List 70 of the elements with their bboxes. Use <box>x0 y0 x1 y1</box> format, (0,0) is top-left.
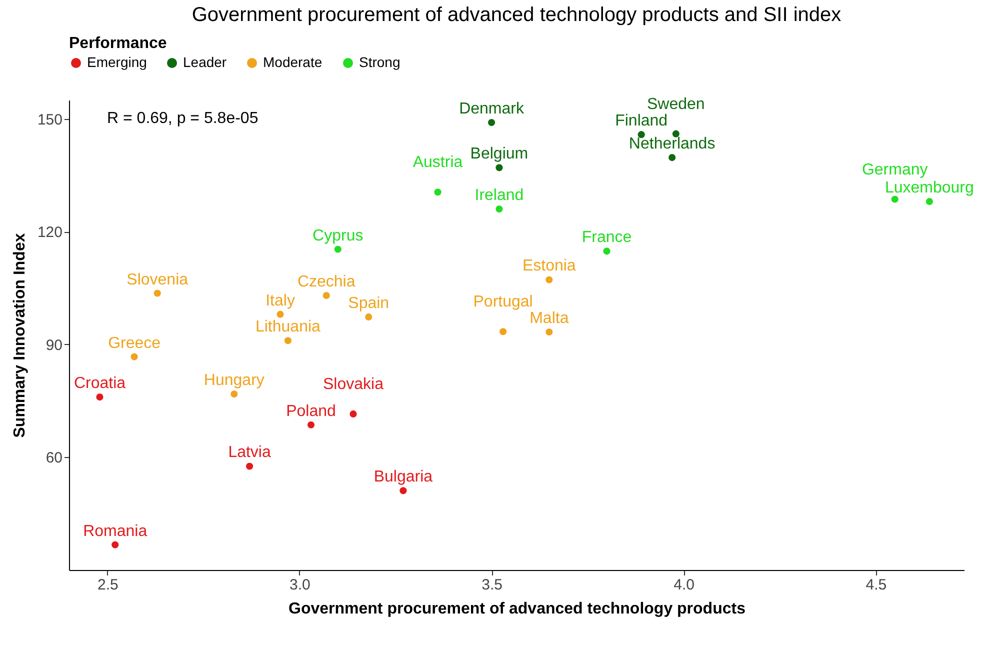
point <box>500 328 507 336</box>
y-axis-title: Summary Innovation Index <box>11 233 28 438</box>
x-tick-label: 2.5 <box>97 576 118 594</box>
annotation: Germany <box>862 161 928 178</box>
annotation: Portugal <box>473 294 533 311</box>
annotation: Ireland <box>474 187 524 204</box>
annotation: Italy <box>266 292 295 310</box>
point <box>322 292 330 300</box>
point <box>307 421 315 428</box>
annotation: Czechia <box>297 274 356 291</box>
point <box>96 394 104 401</box>
point <box>284 337 292 344</box>
annotation: Austria <box>412 154 463 172</box>
annotation: Malta <box>530 310 569 327</box>
point <box>246 462 254 470</box>
legend-label: Moderate <box>263 54 322 70</box>
annotation: France <box>582 229 632 246</box>
point <box>154 290 161 297</box>
y-tick-label: 90 <box>46 336 62 354</box>
y-tick-label: 120 <box>37 224 62 242</box>
annotation: Belgium <box>470 146 528 163</box>
x-tick-label: 3.5 <box>482 576 502 594</box>
point <box>434 188 442 196</box>
point <box>400 487 407 494</box>
point <box>230 390 238 398</box>
annotation: Slovenia <box>126 271 188 288</box>
annotation: Greece <box>108 334 161 352</box>
point <box>488 119 496 126</box>
point <box>668 154 676 162</box>
y-tick-label: 150 <box>37 111 62 128</box>
point <box>350 410 357 418</box>
annotation: Bulgaria <box>374 468 433 486</box>
point <box>130 353 138 360</box>
annotation: R = 0.69, p = 5.8e-05 <box>107 110 258 127</box>
legend-label: Strong <box>359 54 400 70</box>
legend-label: Leader <box>183 54 227 70</box>
annotation: Lithuania <box>255 318 321 336</box>
legend-title: Performance <box>69 35 167 52</box>
annotation: Hungary <box>204 372 264 390</box>
annotation: Cyprus <box>312 227 364 244</box>
annotation: Denmark <box>459 100 525 118</box>
annotation: Netherlands <box>628 136 716 153</box>
point <box>334 246 342 253</box>
annotation: Finland <box>615 112 668 130</box>
annotation: Sweden <box>646 96 705 113</box>
point <box>496 164 503 172</box>
point <box>365 313 372 320</box>
annotation: Spain <box>348 294 390 312</box>
annotation: Croatia <box>74 375 126 392</box>
x-axis-title: Government procurement of advanced technology products <box>288 600 746 618</box>
legend-label: Emerging <box>87 54 147 70</box>
annotation: Poland <box>286 402 336 420</box>
point <box>276 310 284 318</box>
x-tick-label: 4.5 <box>866 576 887 594</box>
point <box>891 196 898 203</box>
y-tick-label: 60 <box>46 450 62 467</box>
annotation: Luxembourg <box>884 180 974 197</box>
annotation: Estonia <box>522 258 576 275</box>
point <box>603 248 610 255</box>
annotation: Romania <box>83 522 148 540</box>
point <box>112 541 119 548</box>
x-tick-label: 4.0 <box>674 576 695 594</box>
point <box>546 328 553 336</box>
point <box>496 206 503 213</box>
annotation: Slovakia <box>323 376 384 393</box>
x-tick-label: 3.0 <box>290 576 310 594</box>
point <box>546 276 553 284</box>
chart-title: Government procurement of advanced technology products and SII index <box>192 4 842 26</box>
annotation: Latvia <box>228 444 271 462</box>
point <box>926 198 933 206</box>
